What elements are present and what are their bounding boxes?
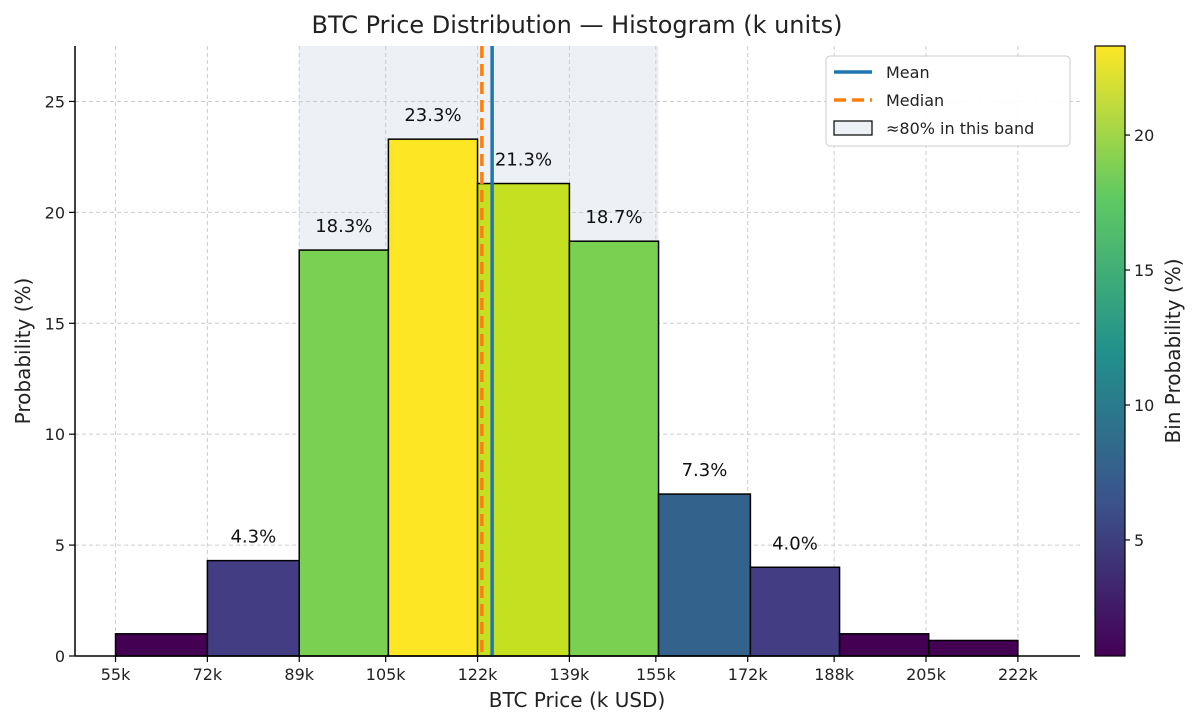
bar-data-label: 18.7%	[585, 207, 642, 228]
x-tick-label: 205k	[906, 665, 947, 684]
x-tick-label: 89k	[284, 665, 314, 684]
histogram-bar	[749, 566, 841, 657]
y-tick-label: 25	[45, 92, 65, 111]
legend-box	[825, 55, 1071, 147]
x-tick-label: 172k	[728, 665, 769, 684]
chart-title: BTC Price Distribution — Histogram (k un…	[312, 11, 843, 39]
y-tick-label: 0	[55, 647, 65, 666]
x-tick-label: 222k	[998, 665, 1039, 684]
x-tick-label: 105k	[366, 665, 407, 684]
y-tick-label: 5	[55, 536, 65, 555]
bar-data-label: 4.0%	[772, 533, 818, 554]
histogram-bar	[838, 633, 930, 657]
legend-entry: ≈80% in this band	[886, 119, 1034, 138]
x-axis-label: BTC Price (k USD)	[489, 688, 666, 712]
colorbar-tick-label: 10	[1134, 396, 1154, 415]
bar-data-label: 4.3%	[230, 527, 276, 548]
x-tick-label: 55k	[101, 665, 131, 684]
histogram-bar	[568, 240, 660, 657]
bar-data-label: 21.3%	[495, 150, 552, 171]
colorbar-tick-label: 5	[1134, 531, 1144, 550]
y-tick-label: 10	[45, 425, 65, 444]
bar-data-label: 7.3%	[682, 460, 728, 481]
histogram-bar	[927, 639, 1019, 657]
legend-entry: Mean	[886, 63, 930, 82]
histogram-bar	[114, 633, 209, 657]
colorbar-label: Bin Probability (%)	[1161, 259, 1185, 444]
x-tick-label: 155k	[636, 665, 677, 684]
bar-data-label: 18.3%	[315, 216, 372, 237]
colorbar-tick-label: 20	[1134, 126, 1154, 145]
x-tick-label: 122k	[458, 665, 499, 684]
colorbar-tick-label: 15	[1134, 261, 1154, 280]
legend-band-swatch	[833, 120, 873, 136]
bar-data-label: 23.3%	[404, 105, 461, 126]
colorbar	[1094, 45, 1126, 657]
y-tick-label: 20	[45, 203, 65, 222]
legend-entry: Median	[886, 91, 944, 110]
histogram-bar	[657, 493, 752, 657]
x-tick-label: 188k	[814, 665, 855, 684]
histogram-bar	[206, 559, 300, 657]
y-tick-label: 15	[45, 314, 65, 333]
histogram-bar	[387, 138, 479, 657]
x-tick-label: 72k	[193, 665, 223, 684]
x-tick-label: 139k	[549, 665, 590, 684]
y-axis-label: Probability (%)	[11, 278, 35, 425]
histogram-bar	[298, 249, 390, 657]
